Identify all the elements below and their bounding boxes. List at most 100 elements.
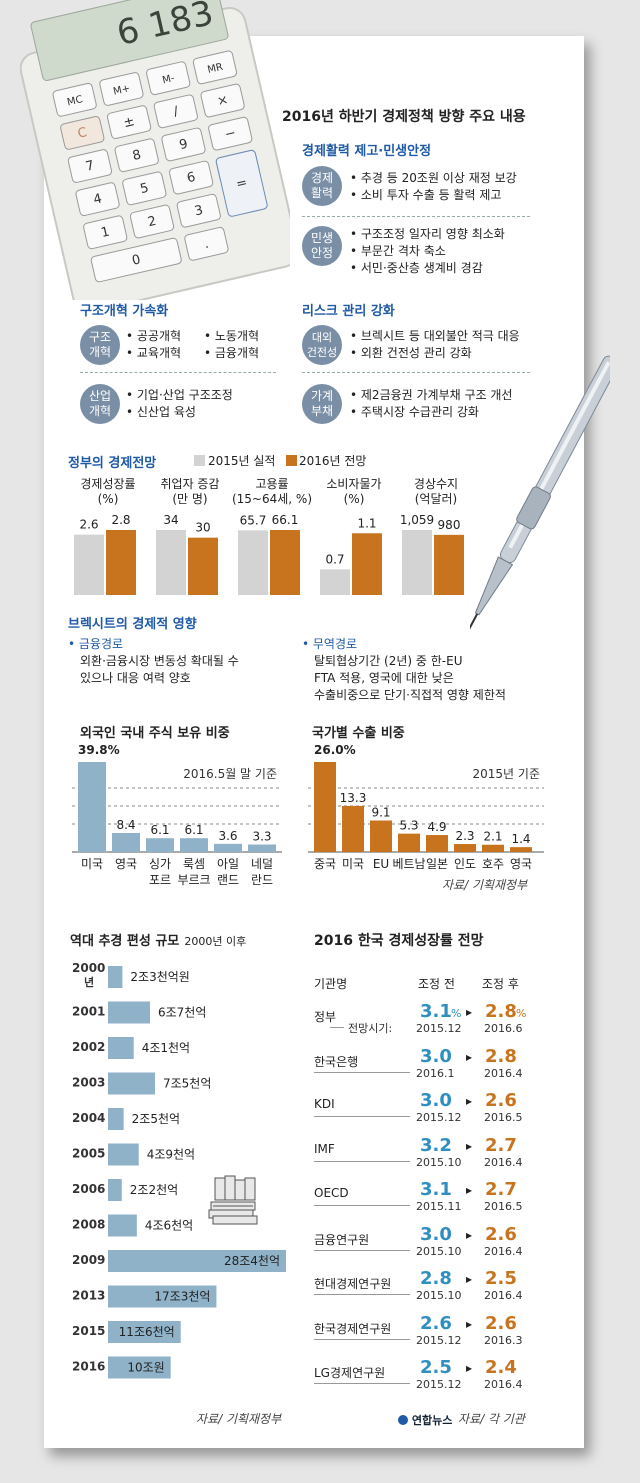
category-label: 영국: [115, 857, 137, 871]
bar: [180, 838, 208, 852]
bar-value: 28조4천억: [224, 1253, 280, 1268]
bar-value: 2.3: [455, 829, 474, 843]
bar-2016: [106, 530, 136, 595]
bullet-list: • 제2금융권 가계부채 구조 개선 • 주택시장 수급관리 강화: [350, 387, 512, 421]
svg-text:×: ×: [216, 92, 230, 109]
unit-before: %: [451, 1007, 462, 1020]
supplementary-title: 역대 추경 편성 규모 2000년 이후: [70, 930, 246, 949]
outlook-group: 고용률(15~64세, %) 65.7 66.1: [232, 477, 312, 595]
date-after: 2016.4: [484, 1066, 523, 1080]
calc-key: M-: [146, 61, 191, 96]
outlook-title: 정부의 경제전망: [68, 456, 157, 471]
bar-value: 8.4: [116, 818, 135, 832]
value-2016: 30: [195, 521, 210, 535]
category-label: 부르크: [177, 873, 210, 887]
category-label: 아일: [217, 857, 239, 871]
bullet-list: • 노동개혁 • 금융개혁: [204, 328, 259, 362]
value-2016: 980: [438, 518, 461, 532]
bar-value: 1.4: [511, 832, 530, 846]
bar: [112, 833, 140, 852]
section-reform-title: 구조개혁 가속화: [80, 304, 169, 319]
value-after: 2.7: [485, 1134, 517, 1156]
calc-key: MC: [52, 82, 97, 117]
logo-icon: [398, 1415, 408, 1425]
unit-after: %: [516, 1007, 527, 1020]
org-name: 현대경제연구원: [314, 1277, 392, 1291]
outlook-group: 경상수지(억달러) 1,059 980: [400, 477, 464, 595]
logo-text: 연합뉴스: [411, 1414, 453, 1427]
outlook-label: 소비자물가: [326, 477, 381, 491]
bar-value: 2조2천억: [130, 1182, 178, 1197]
svg-text:8: 8: [131, 147, 142, 163]
calc-key: 8: [114, 138, 159, 173]
bar-2016: [352, 533, 382, 595]
row-rule: [314, 1116, 410, 1117]
finance-line: 있으나 대응 여력 양호: [80, 671, 191, 685]
value-2015: 0.7: [325, 552, 344, 566]
bar-2016: [188, 537, 218, 595]
outlook-sublabel: (만 명): [172, 492, 207, 506]
category-label: 영국: [510, 857, 532, 871]
col-org: 기관명: [314, 977, 348, 991]
calc-key: 6: [169, 160, 214, 195]
bar-2016: [270, 530, 300, 595]
bar: [398, 833, 420, 852]
tag-line: 개혁: [88, 345, 112, 359]
date-prefix: 전망시기:: [348, 1022, 393, 1035]
bullet-item: • 금융개혁: [204, 346, 260, 360]
outlook-sublabel: (억달러): [415, 492, 457, 506]
chart-max-label: 26.0%: [314, 743, 356, 757]
value-after: 2.6: [485, 1312, 517, 1334]
arrow-icon: ▸: [466, 1183, 473, 1197]
value-before: 3.1: [420, 1001, 452, 1022]
value-before: 2.5: [420, 1357, 452, 1378]
bar-value: 17조3천억: [154, 1289, 210, 1304]
bar-2015: [74, 534, 104, 595]
category-label: 룩셈: [183, 857, 205, 871]
calc-key: C: [60, 116, 105, 150]
row-rule: [314, 1160, 410, 1162]
bar-value: 3.3: [252, 830, 271, 844]
legend-forecast-swatch: [286, 455, 297, 466]
divider: [80, 372, 276, 373]
bullet-list: • 공공개혁 • 교육개혁: [126, 328, 181, 362]
value-before: 2.8: [420, 1268, 452, 1289]
bullet-item: • 제2금융권 가계부채 구조 개선: [350, 388, 513, 402]
bar-value: 6.1: [150, 823, 169, 837]
value-2016: 2.8: [111, 513, 130, 527]
year-label: 2002: [72, 1040, 105, 1054]
year-label: 2000: [72, 961, 105, 975]
bar: [108, 966, 123, 988]
date-before: 2016.1: [416, 1066, 455, 1080]
supplementary-chart: 2000년 2조3천억원 2001 6조7천억 2002 4조1천억 2003 7조5천억 20…: [72, 961, 286, 1379]
yonhap-logo: 연합뉴스: [398, 1412, 452, 1428]
date-before: 2015.11: [416, 1200, 462, 1213]
tag-external-soundness: 대외 건전성: [302, 325, 342, 365]
tag-livelihood: 민생 안정: [302, 226, 342, 266]
outlook-sublabel: (%): [344, 492, 365, 506]
tag-household-debt: 가계 부채: [302, 384, 342, 424]
value-after: 2.4: [485, 1357, 517, 1378]
calc-key: 7: [67, 149, 113, 183]
bar: [454, 844, 476, 852]
trade-line: 수출비중으로 단기·직접적 영향 제한적: [314, 688, 506, 702]
shares-chart-title: 외국인 국내 주식 보유 비중: [80, 726, 230, 741]
row-rule: [330, 1027, 344, 1028]
value-before: 3.0: [420, 1045, 452, 1067]
bar-value: 4.9: [427, 820, 446, 834]
bullet-item: • 추경 등 20조원 이상 재정 보강: [350, 171, 517, 185]
col-before: 조정 전: [418, 977, 455, 991]
svg-text:4: 4: [92, 191, 103, 207]
svg-text:M-: M-: [161, 73, 176, 87]
svg-text:0: 0: [131, 252, 142, 268]
bullet-item: • 부문간 격차 축소: [350, 244, 446, 258]
bar-value: 2조5천억: [132, 1111, 180, 1126]
svg-text:−: −: [223, 126, 237, 143]
chart-max-label: 39.8%: [78, 743, 120, 757]
trade-head: • 무역경로: [302, 637, 358, 651]
arrow-icon: ▸: [466, 1316, 473, 1331]
tag-line: 건전성: [306, 346, 338, 359]
section-risk-title: 리스크 관리 강화: [302, 304, 395, 319]
growth-table-title: 2016 한국 경제성장률 전망: [314, 933, 484, 949]
year-label: 2005: [72, 1147, 105, 1161]
